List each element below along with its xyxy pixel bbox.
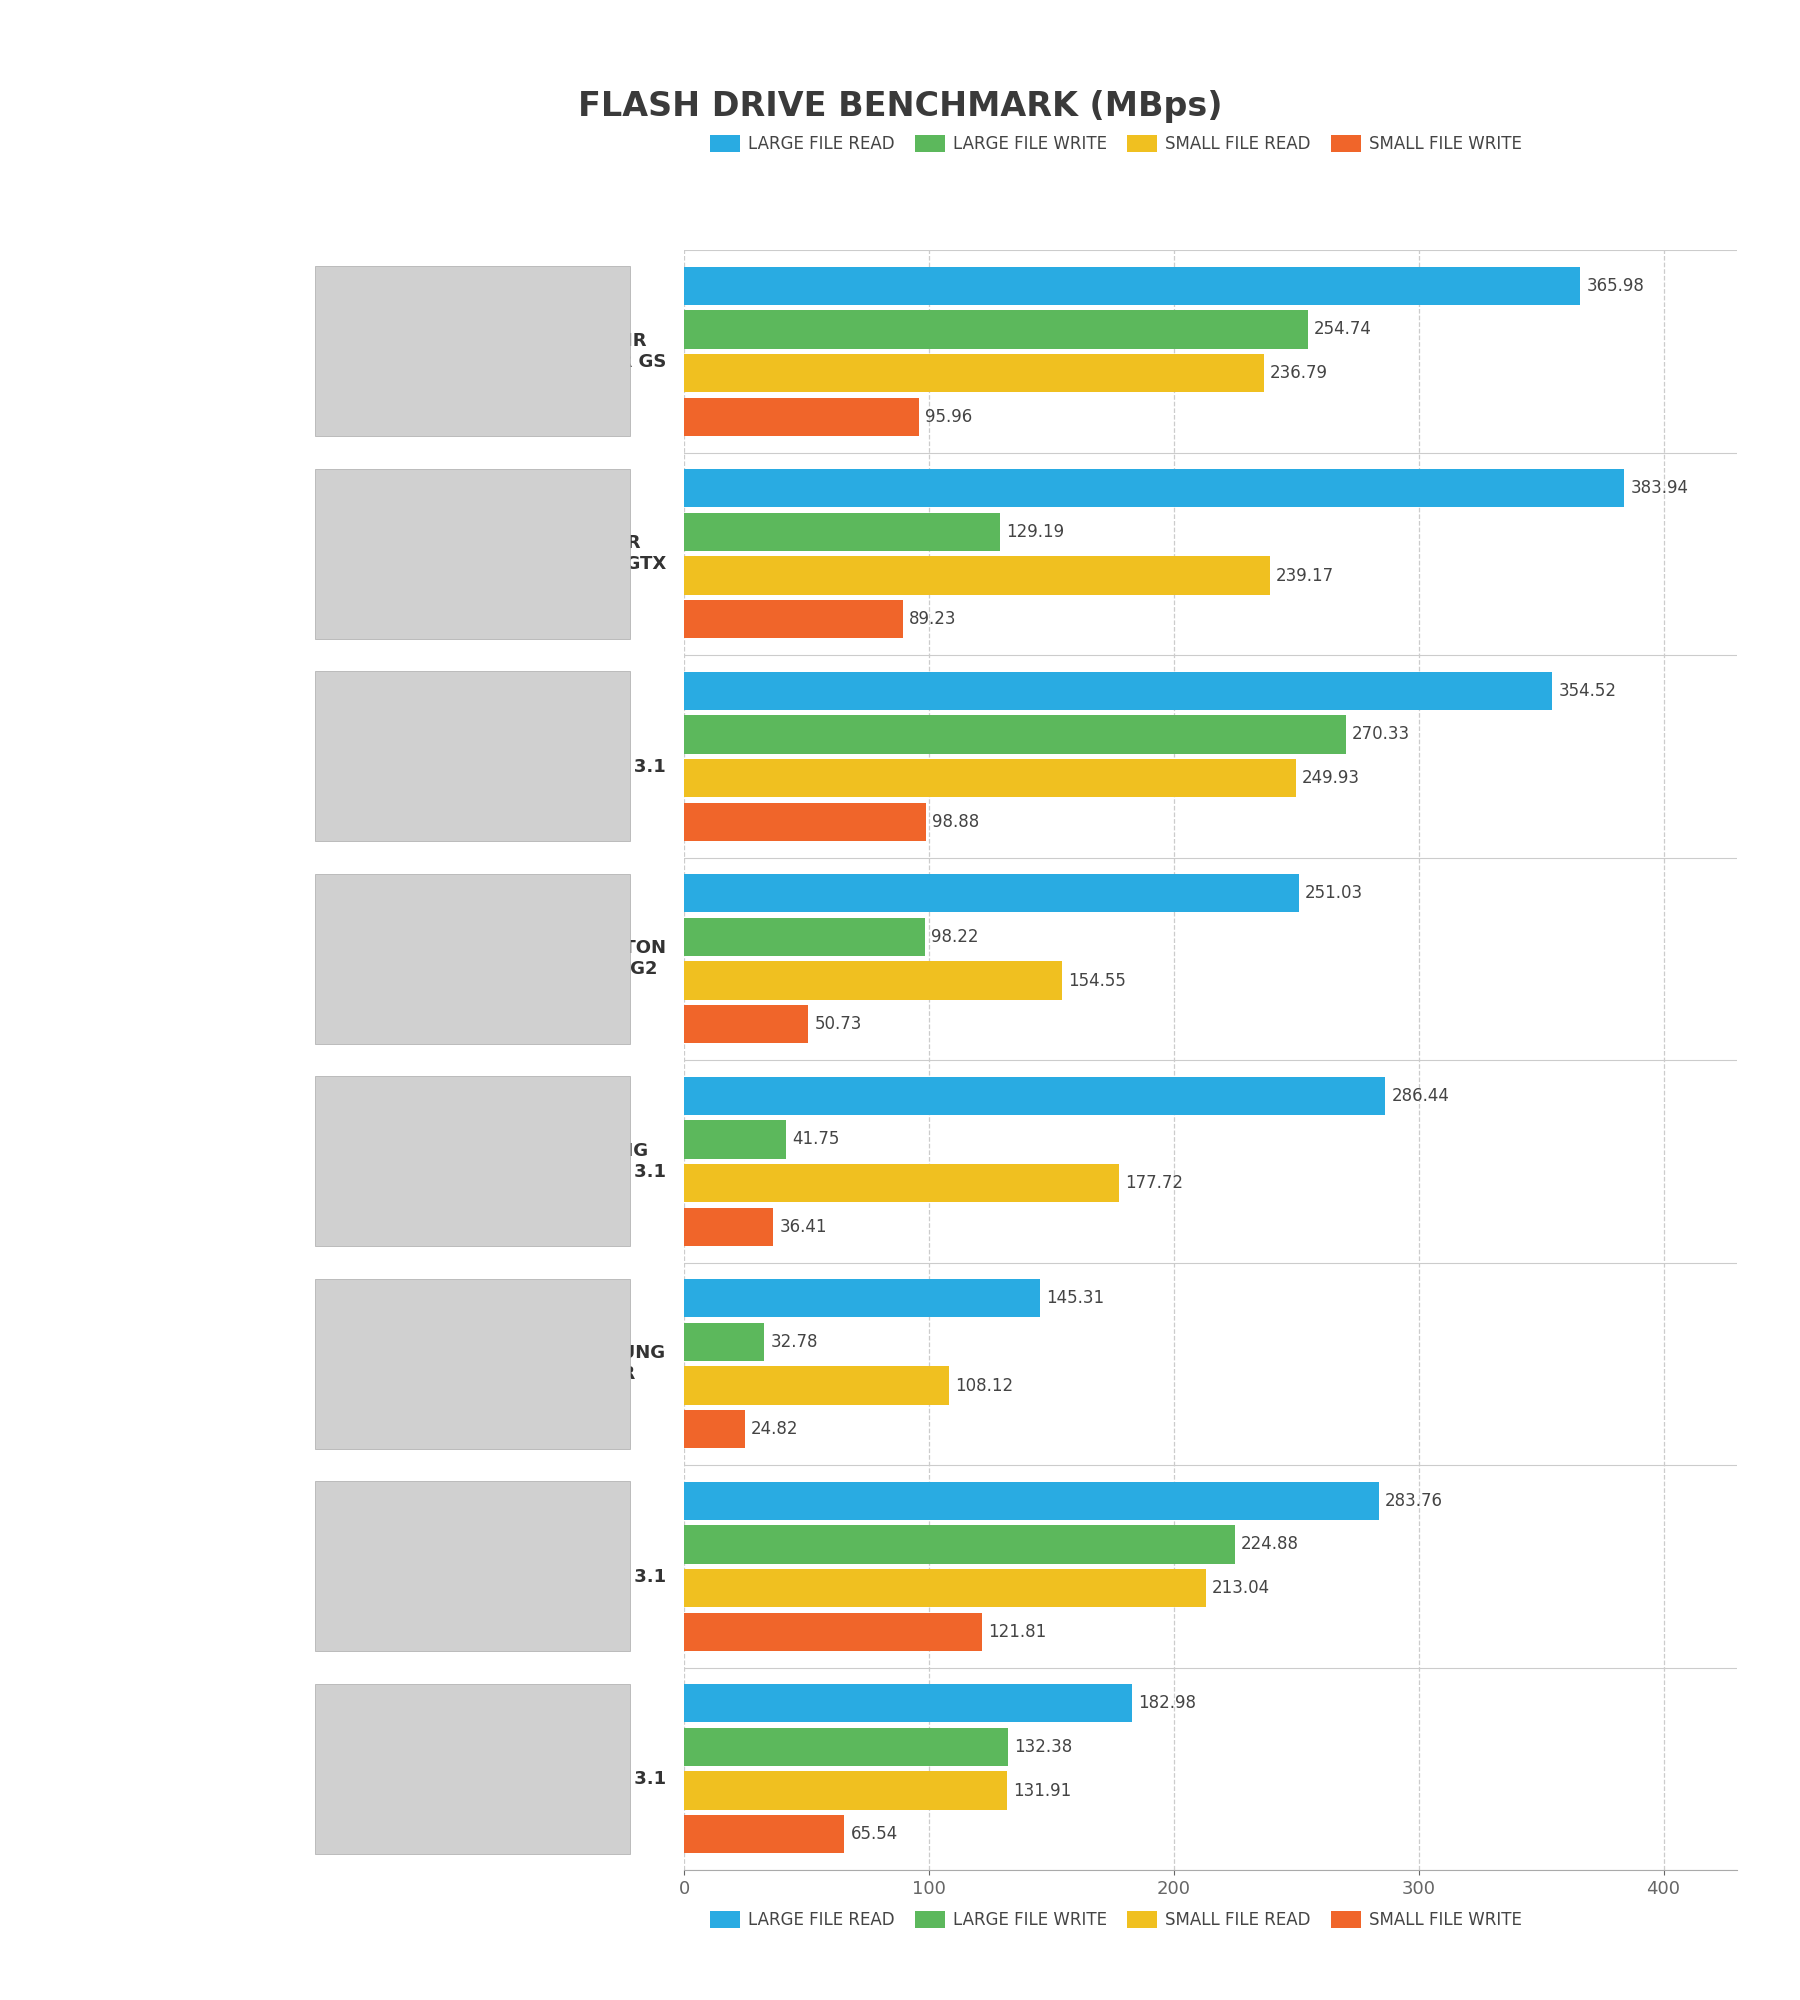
Text: 98.22: 98.22 (931, 928, 977, 946)
Text: 283.76: 283.76 (1384, 1492, 1444, 1510)
Bar (684, 470, 1624, 508)
Text: CORSAIR
VOYAGER GTX: CORSAIR VOYAGER GTX (526, 534, 666, 574)
Bar (684, 1076, 1386, 1114)
Text: 254.74: 254.74 (1314, 320, 1372, 338)
Text: FLASH DRIVE BENCHMARK (MBps): FLASH DRIVE BENCHMARK (MBps) (578, 90, 1222, 124)
Text: 24.82: 24.82 (751, 1420, 799, 1438)
Text: 286.44: 286.44 (1391, 1086, 1449, 1104)
Bar (684, 1164, 1120, 1202)
Text: 270.33: 270.33 (1352, 726, 1409, 744)
Text: 32.78: 32.78 (770, 1332, 817, 1350)
Bar (684, 310, 1309, 348)
Text: 50.73: 50.73 (814, 1016, 862, 1034)
Text: 132.38: 132.38 (1013, 1738, 1073, 1756)
Legend: LARGE FILE READ, LARGE FILE WRITE, SMALL FILE READ, SMALL FILE WRITE: LARGE FILE READ, LARGE FILE WRITE, SMALL… (704, 128, 1528, 160)
Bar (684, 1482, 1379, 1520)
Text: 41.75: 41.75 (792, 1130, 841, 1148)
Text: 36.41: 36.41 (779, 1218, 826, 1236)
Text: KINGSTON
HYPERX SAVAGE 3.1: KINGSTON HYPERX SAVAGE 3.1 (461, 736, 666, 776)
Text: 154.55: 154.55 (1069, 972, 1127, 990)
Text: 121.81: 121.81 (988, 1622, 1046, 1640)
Text: 182.98: 182.98 (1138, 1694, 1197, 1712)
Bar (684, 398, 920, 436)
Bar (684, 266, 1580, 304)
Text: 365.98: 365.98 (1586, 276, 1643, 294)
Text: 131.91: 131.91 (1013, 1782, 1071, 1800)
Text: 224.88: 224.88 (1240, 1536, 1300, 1554)
Text: 65.54: 65.54 (851, 1826, 898, 1844)
Text: SANDISK
EXTREME GO 3.1: SANDISK EXTREME GO 3.1 (497, 1750, 666, 1788)
Text: 236.79: 236.79 (1271, 364, 1328, 382)
Bar (684, 1568, 1206, 1608)
Text: CORSAIR VOYAGER GTX: CORSAIR VOYAGER GTX (407, 548, 538, 558)
Bar (684, 1322, 765, 1362)
Text: 249.93: 249.93 (1301, 770, 1361, 788)
Bar (684, 758, 1296, 798)
Bar (684, 556, 1269, 594)
Text: 383.94: 383.94 (1631, 480, 1688, 498)
Text: SAMSUNG BAR: SAMSUNG BAR (430, 1358, 515, 1368)
Bar (684, 1526, 1235, 1564)
Bar (684, 1120, 787, 1158)
Text: 108.12: 108.12 (954, 1376, 1013, 1394)
Bar (684, 1612, 983, 1650)
Bar (684, 672, 1552, 710)
Bar (684, 1772, 1006, 1810)
Text: KINGSTON HYPERX SAVAGE 3.1: KINGSTON HYPERX SAVAGE 3.1 (385, 752, 560, 762)
Text: SANDISK EXTREME GO 3.1: SANDISK EXTREME GO 3.1 (400, 1764, 545, 1774)
Bar (684, 354, 1264, 392)
Bar (684, 1280, 1040, 1318)
Bar (684, 1410, 745, 1448)
Text: 251.03: 251.03 (1305, 884, 1363, 902)
Text: CORSAIR
VOYAGER GS: CORSAIR VOYAGER GS (538, 332, 666, 370)
Text: 239.17: 239.17 (1276, 566, 1334, 584)
Text: SAMSUNG BAR PLUS 3.1: SAMSUNG BAR PLUS 3.1 (405, 1156, 540, 1166)
Legend: LARGE FILE READ, LARGE FILE WRITE, SMALL FILE READ, SMALL FILE WRITE: LARGE FILE READ, LARGE FILE WRITE, SMALL… (704, 1904, 1528, 1936)
Bar (684, 1684, 1132, 1722)
Bar (684, 1816, 844, 1854)
Text: 129.19: 129.19 (1006, 522, 1064, 540)
Text: 98.88: 98.88 (932, 812, 979, 830)
Text: KINGSTON ELITE G2: KINGSTON ELITE G2 (418, 954, 527, 964)
Bar (684, 1728, 1008, 1766)
Text: 95.96: 95.96 (925, 408, 972, 426)
Bar (684, 874, 1300, 912)
Bar (684, 1208, 774, 1246)
Bar (684, 600, 902, 638)
Bar (684, 962, 1062, 1000)
Bar (684, 802, 927, 840)
Text: SAMSUNG
BAR PLUS 3.1: SAMSUNG BAR PLUS 3.1 (529, 1142, 666, 1180)
Text: KINGSTON
ELITE G2: KINGSTON ELITE G2 (560, 940, 666, 978)
Text: SANDISK
EXTREME PRO 3.1: SANDISK EXTREME PRO 3.1 (484, 1546, 666, 1586)
Bar (684, 1006, 808, 1044)
Bar (684, 512, 1001, 552)
Bar (684, 716, 1346, 754)
Text: 89.23: 89.23 (909, 610, 956, 628)
Bar (684, 918, 925, 956)
Text: 213.04: 213.04 (1211, 1580, 1271, 1598)
Text: 177.72: 177.72 (1125, 1174, 1183, 1192)
Text: SAMSUNG
BAR: SAMSUNG BAR (563, 1344, 666, 1384)
Text: SANDISK EXTREME PRO 3.1: SANDISK EXTREME PRO 3.1 (396, 1562, 549, 1572)
Bar (684, 1366, 949, 1404)
Text: 145.31: 145.31 (1046, 1290, 1103, 1308)
Text: CORSAIR VOYAGER GS: CORSAIR VOYAGER GS (410, 346, 535, 356)
Text: 354.52: 354.52 (1559, 682, 1616, 700)
